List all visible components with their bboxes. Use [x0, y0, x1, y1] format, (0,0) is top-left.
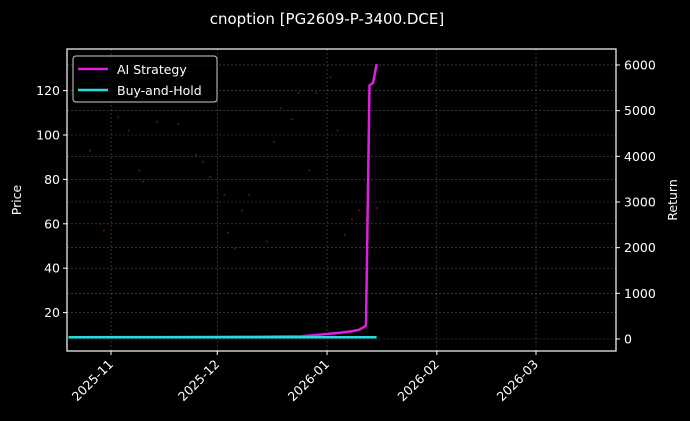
- price-point: [343, 233, 346, 237]
- price-point: [141, 180, 145, 183]
- price-point: [138, 169, 141, 172]
- price-point: [297, 91, 300, 95]
- y-axis-label-right: Return: [665, 179, 680, 220]
- price-point: [350, 218, 354, 221]
- legend-box: [72, 55, 218, 103]
- price-point: [265, 240, 269, 243]
- price-point: [223, 193, 226, 197]
- y-tick-label-left: 40: [44, 261, 60, 276]
- price-point: [208, 175, 212, 179]
- price-point: [201, 160, 205, 163]
- price-point: [102, 229, 106, 232]
- price-point: [194, 153, 198, 157]
- y-tick-label-right: 5000: [624, 103, 656, 118]
- price-point: [226, 231, 230, 234]
- price-point: [247, 193, 251, 197]
- price-point: [357, 209, 361, 212]
- y-tick-label-left: 120: [36, 83, 60, 98]
- price-point: [155, 120, 159, 123]
- price-point: [99, 222, 102, 225]
- y-tick-label-right: 2000: [624, 240, 656, 255]
- grid-lines: [67, 49, 616, 351]
- y-tick-label-right: 3000: [624, 194, 656, 209]
- price-point: [116, 116, 120, 119]
- legend-label-buy-and-hold: Buy-and-Hold: [117, 83, 202, 98]
- price-scatter: [88, 76, 378, 250]
- y-tick-label-left: 80: [44, 172, 60, 187]
- y-tick-label-right: 6000: [624, 57, 656, 72]
- price-point: [375, 207, 378, 210]
- left-y-axis-ticks: 20 40 60 80 100 120: [36, 83, 67, 320]
- price-point: [240, 209, 244, 212]
- price-point: [315, 91, 318, 95]
- price-point: [272, 140, 276, 143]
- series-lines: [68, 63, 378, 339]
- price-point: [233, 247, 237, 250]
- y-tick-label-left: 20: [44, 305, 60, 320]
- y-axis-label-left: Price: [9, 184, 24, 215]
- y-tick-label-left: 60: [44, 216, 60, 231]
- chart-title: cnoption [PG2609-P-3400.DCE]: [210, 10, 445, 28]
- right-y-axis-ticks: 0 1000 2000 3000 4000 5000 6000: [616, 57, 656, 347]
- price-point: [336, 129, 339, 132]
- price-point: [88, 149, 91, 152]
- y-tick-label-right: 4000: [624, 149, 656, 164]
- price-point: [329, 76, 332, 79]
- price-point: [177, 122, 180, 126]
- price-point: [308, 169, 311, 172]
- plot-frame: [66, 48, 617, 352]
- price-point: [279, 107, 283, 110]
- y-tick-label-right: 0: [624, 332, 632, 347]
- price-point: [290, 118, 293, 121]
- price-point: [127, 129, 130, 132]
- y-tick-label-left: 100: [36, 128, 60, 143]
- legend-label-ai-strategy: AI Strategy: [117, 62, 187, 77]
- legend: AI Strategy Buy-and-Hold: [72, 55, 218, 103]
- y-tick-label-right: 1000: [624, 286, 656, 301]
